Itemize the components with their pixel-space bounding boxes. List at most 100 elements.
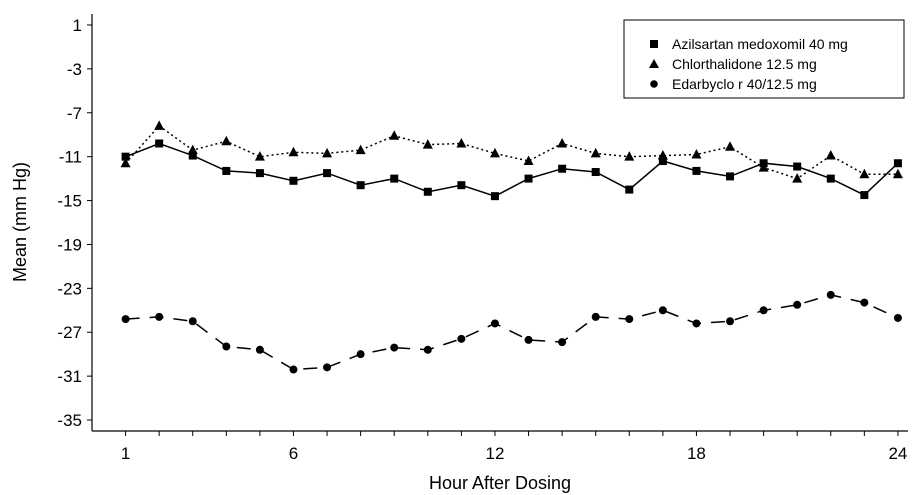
- plot-area: [91, 14, 908, 432]
- data-point-square: [289, 176, 298, 185]
- data-point-square: [558, 164, 567, 173]
- series-triangle: [120, 120, 903, 183]
- data-point-triangle: [825, 150, 836, 160]
- y-ticks: 1 -3 -7 -11 -15 -19 -23 -27 -31 -35: [57, 16, 92, 430]
- y-tick-label: -15: [57, 192, 82, 211]
- data-point-circle: [826, 290, 835, 299]
- data-point-square: [222, 166, 231, 175]
- data-point-square: [423, 187, 432, 196]
- data-point-circle: [793, 300, 802, 309]
- x-tick-label: 12: [486, 444, 505, 463]
- data-point-circle: [591, 312, 600, 321]
- series-layer: [120, 120, 903, 374]
- y-tick-label: -23: [57, 279, 82, 298]
- data-point-square: [658, 157, 667, 166]
- data-point-circle: [188, 317, 197, 326]
- data-point-triangle: [792, 173, 803, 183]
- y-tick-label: -35: [57, 411, 82, 430]
- data-point-triangle: [322, 147, 333, 158]
- y-tick-label: -3: [67, 60, 82, 79]
- legend-triangle-marker: [649, 59, 659, 68]
- data-point-triangle: [725, 141, 736, 151]
- data-point-triangle: [758, 162, 769, 172]
- data-point-circle: [356, 350, 365, 359]
- data-point-square: [188, 151, 197, 160]
- y-tick-label: -27: [57, 323, 82, 342]
- legend-square-marker: [650, 40, 658, 48]
- x-tick-label: 18: [687, 444, 706, 463]
- data-point-triangle: [288, 146, 299, 157]
- data-point-triangle: [254, 151, 265, 161]
- data-point-triangle: [355, 144, 366, 155]
- data-point-square: [893, 159, 902, 168]
- data-point-square: [591, 168, 600, 177]
- data-point-circle: [893, 313, 902, 322]
- series-square: [121, 139, 902, 201]
- legend-label-azilsartan: Azilsartan medoxomil 40 mg: [672, 36, 848, 52]
- data-point-triangle: [154, 120, 165, 130]
- data-point-square: [155, 139, 164, 148]
- data-point-circle: [558, 338, 567, 347]
- series-line: [125, 124, 898, 180]
- x-tick-label: 24: [888, 444, 907, 463]
- data-point-circle: [490, 319, 499, 328]
- data-point-triangle: [456, 137, 467, 148]
- data-point-circle: [121, 315, 130, 324]
- data-point-square: [390, 174, 399, 183]
- data-point-triangle: [859, 168, 870, 179]
- data-point-square: [625, 185, 634, 194]
- data-point-circle: [658, 306, 667, 315]
- legend-label-edarbyclor: Edarbyclo r 40/12.5 mg: [672, 76, 817, 92]
- data-point-triangle: [489, 147, 500, 158]
- data-point-circle: [222, 342, 231, 351]
- x-tick-label: 6: [289, 444, 298, 463]
- series-line: [125, 142, 899, 198]
- data-point-circle: [759, 306, 768, 315]
- data-point-circle: [390, 343, 399, 352]
- y-tick-label: 1: [73, 16, 82, 35]
- data-point-square: [860, 191, 869, 200]
- data-point-triangle: [422, 139, 433, 149]
- data-point-triangle: [691, 148, 702, 159]
- data-point-square: [255, 169, 264, 178]
- y-tick-label: -11: [59, 148, 82, 167]
- data-point-triangle: [557, 137, 568, 148]
- data-point-triangle: [389, 130, 400, 140]
- legend-label-chlorthalidone: Chlorthalidone 12.5 mg: [672, 56, 817, 72]
- data-point-triangle: [657, 150, 668, 160]
- data-point-square: [726, 172, 735, 181]
- data-point-circle: [524, 335, 533, 344]
- data-point-square: [490, 192, 499, 201]
- data-point-square: [356, 181, 365, 190]
- data-point-triangle: [590, 147, 601, 158]
- legend-box: [623, 19, 905, 99]
- x-tick-label: 1: [121, 444, 130, 463]
- data-point-triangle: [892, 168, 903, 179]
- x-ticks: 1 6 12 18 24: [121, 431, 907, 463]
- x-axis-label: Hour After Dosing: [429, 473, 571, 493]
- data-point-circle: [323, 363, 332, 372]
- data-point-square: [121, 152, 130, 161]
- y-axis-label: Mean (mm Hg): [10, 162, 30, 282]
- data-point-circle: [423, 345, 432, 354]
- data-point-square: [692, 166, 701, 175]
- data-point-circle: [255, 345, 264, 354]
- data-point-square: [793, 162, 802, 171]
- data-point-square: [826, 174, 835, 183]
- data-point-triangle: [187, 144, 198, 155]
- y-tick-label: -7: [67, 104, 82, 123]
- data-point-square: [457, 181, 466, 190]
- legend-circle-marker: [650, 80, 658, 88]
- series-circle: [121, 290, 902, 374]
- data-point-triangle: [523, 155, 534, 166]
- data-point-triangle: [221, 135, 232, 146]
- data-point-circle: [457, 334, 466, 343]
- data-point-circle: [625, 315, 634, 324]
- data-point-circle: [860, 298, 869, 307]
- legend: Azilsartan medoxomil 40 mg Chlorthalidon…: [623, 19, 905, 99]
- series-line: [125, 294, 899, 371]
- data-point-triangle: [624, 151, 635, 161]
- data-point-square: [323, 169, 332, 178]
- y-tick-label: -19: [57, 235, 82, 254]
